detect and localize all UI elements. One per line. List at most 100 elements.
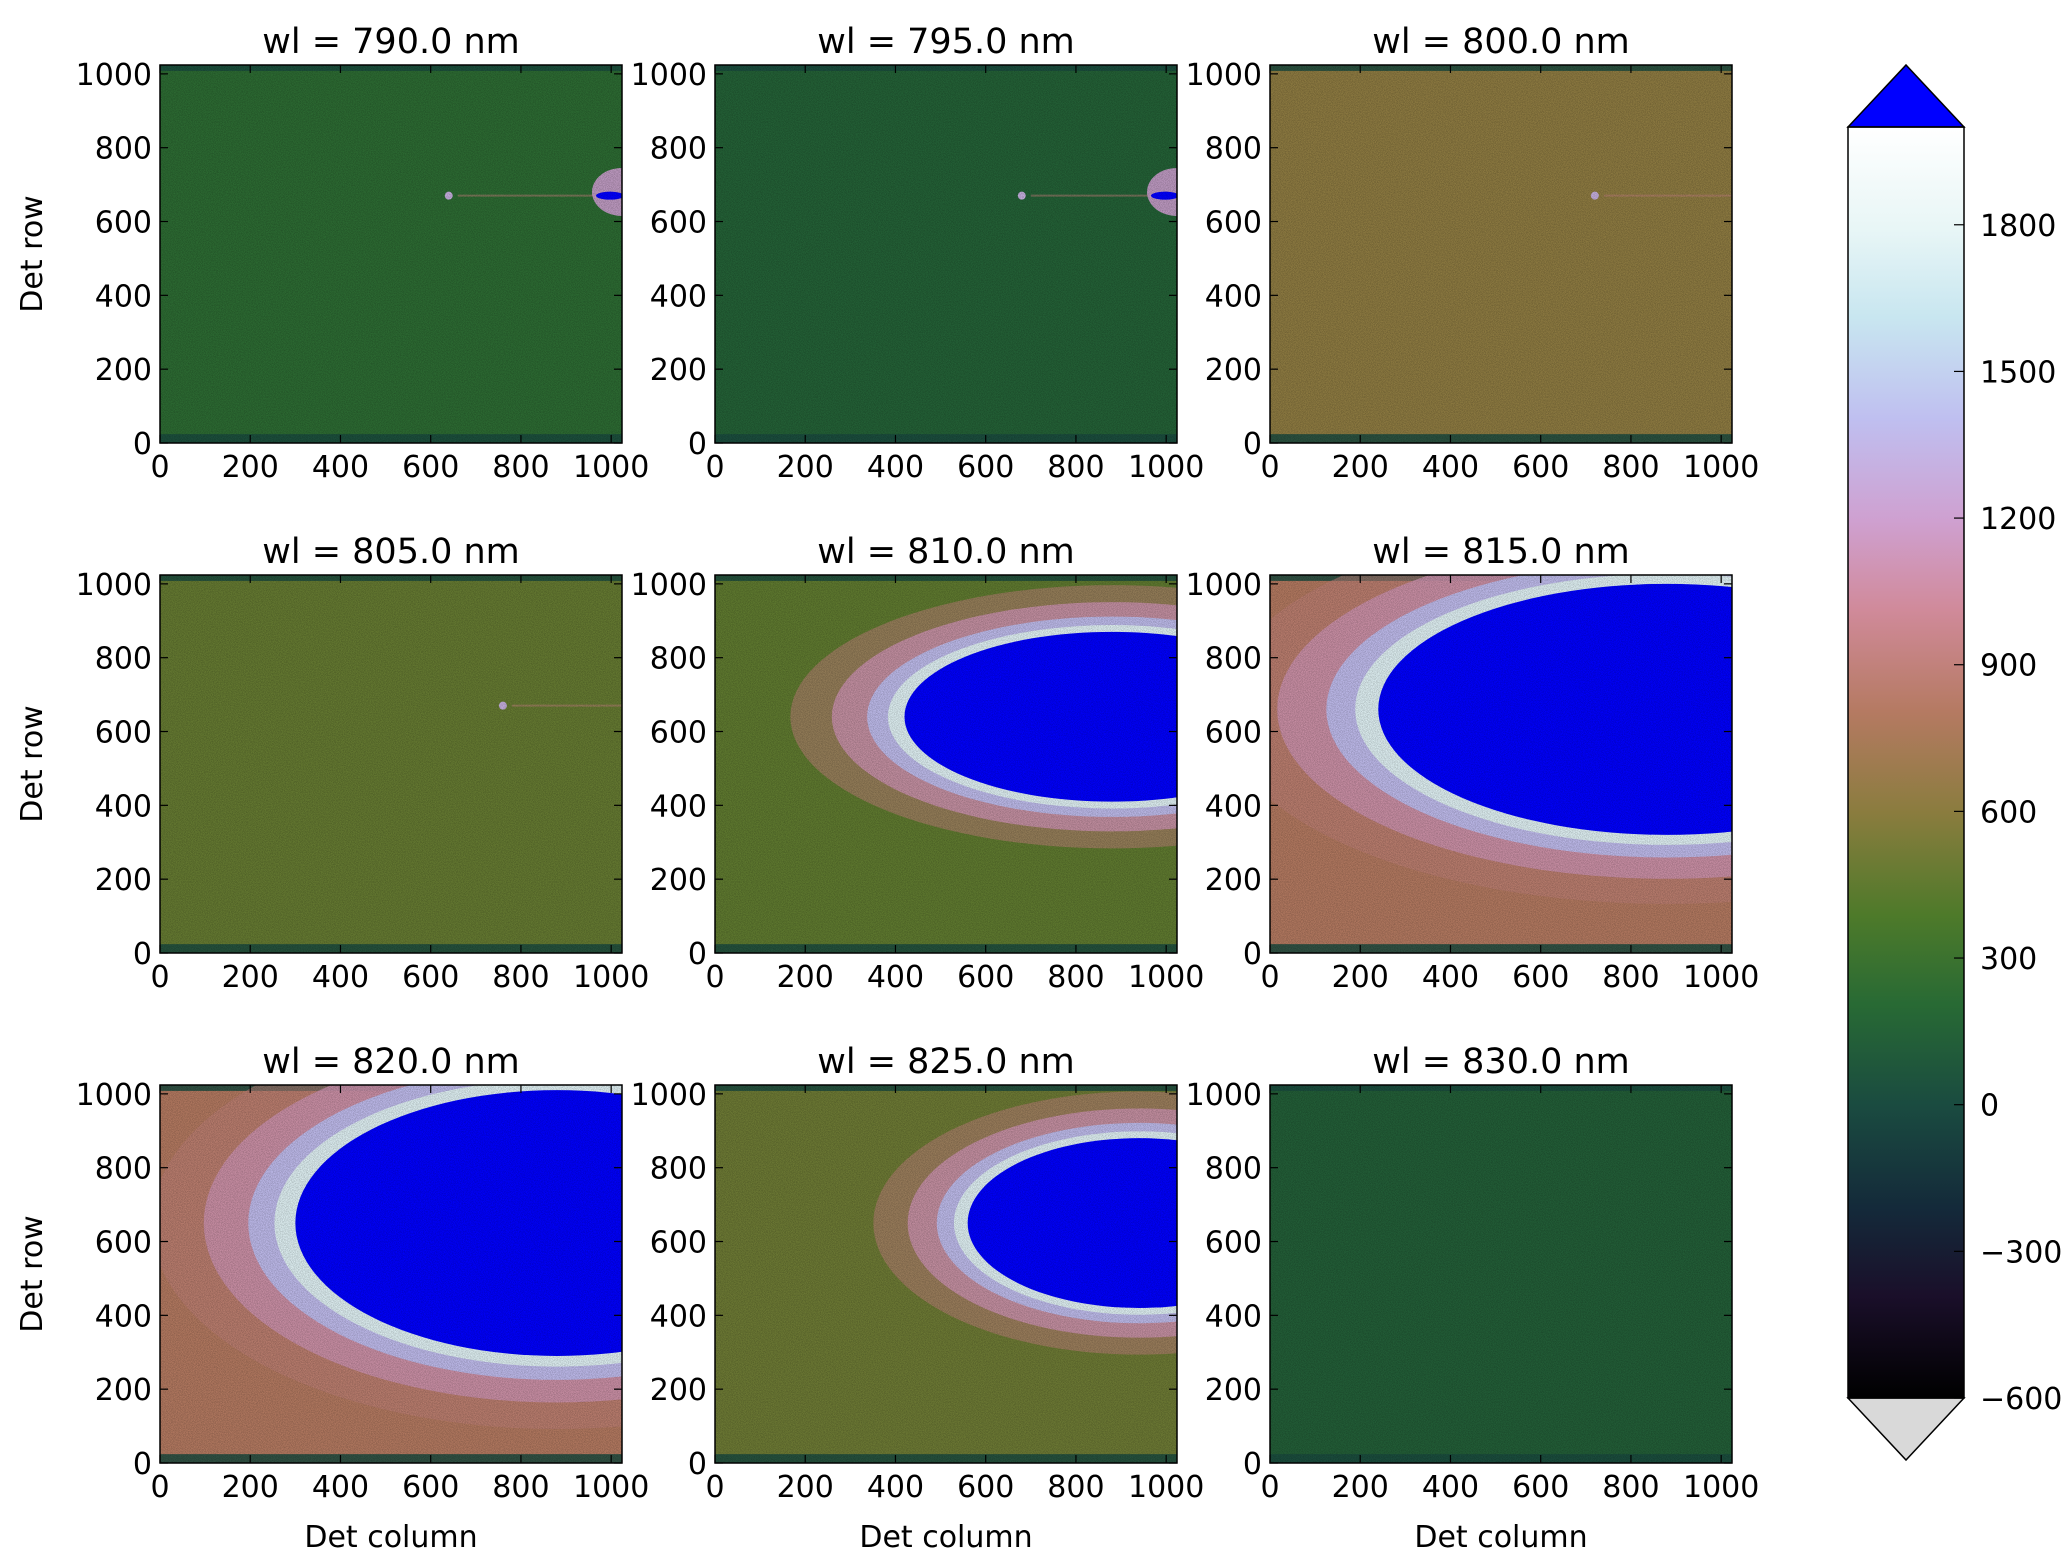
x-tick-label: 600	[957, 960, 1014, 995]
x-tick-label: 0	[1260, 960, 1279, 995]
x-tick-label: 1000	[1683, 1470, 1759, 1505]
y-tick-label: 600	[650, 716, 707, 751]
panel-5: wl = 810.0 nm 0 200 400 600 800 1000 0 200 400 600…	[631, 532, 1205, 995]
panel-6: wl = 815.0 nm 0 200 400 600 800 1000 0 200 400 600…	[1186, 532, 1760, 995]
panel-title: wl = 810.0 nm	[817, 532, 1075, 572]
x-tick-label: 200	[1332, 450, 1389, 485]
y-tick-label: 0	[1243, 427, 1262, 462]
panel-title: wl = 805.0 nm	[262, 532, 520, 572]
y-tick-label: 600	[95, 716, 152, 751]
x-tick-label: 0	[705, 450, 724, 485]
x-tick-label: 200	[1332, 960, 1389, 995]
x-tick-label: 1000	[573, 960, 649, 995]
x-tick-label: 800	[1602, 1470, 1659, 1505]
detector-image	[160, 575, 622, 953]
y-tick-label: 800	[1205, 642, 1262, 677]
x-tick-label: 200	[1332, 1470, 1389, 1505]
y-tick-label: 0	[688, 937, 707, 972]
panel-title: wl = 800.0 nm	[1372, 22, 1630, 62]
x-tick-label: 400	[312, 1470, 369, 1505]
y-tick-label: 400	[1205, 279, 1262, 314]
x-tick-label: 1000	[573, 1470, 649, 1505]
x-tick-label: 0	[1260, 1470, 1279, 1505]
colorbar-tick-label: 600	[1980, 795, 2037, 830]
colorbar-tick-label: 1500	[1980, 355, 2056, 390]
colorbar-tick-label: −600	[1980, 1382, 2062, 1417]
y-tick-label: 0	[688, 1447, 707, 1482]
noise-texture	[715, 65, 1177, 443]
x-tick-label: 1000	[1128, 450, 1204, 485]
y-tick-label: 600	[95, 206, 152, 241]
y-tick-label: 0	[133, 1447, 152, 1482]
noise-texture	[1270, 65, 1732, 443]
noise-texture	[1270, 575, 1732, 953]
x-tick-label: 200	[222, 1470, 279, 1505]
y-tick-label: 400	[650, 789, 707, 824]
y-tick-label: 600	[1205, 716, 1262, 751]
x-tick-label: 800	[492, 450, 549, 485]
noise-texture	[160, 575, 622, 953]
axes-frame	[1269, 574, 1733, 954]
x-tick-label: 1000	[1683, 960, 1759, 995]
x-tick-label: 800	[492, 960, 549, 995]
y-tick-label: 800	[650, 132, 707, 167]
colorbar-tick-label: 1800	[1980, 209, 2056, 244]
x-tick-label: 0	[150, 960, 169, 995]
axes-frame	[159, 64, 623, 444]
y-tick-label: 400	[1205, 1299, 1262, 1334]
y-tick-label: 800	[650, 642, 707, 677]
y-tick-label: 1000	[1186, 568, 1262, 603]
x-tick-label: 0	[705, 960, 724, 995]
panel-9: wl = 830.0 nm 0 200 400 600 800 1000 0 200 400 600…	[1186, 1042, 1760, 1554]
x-tick-label: 600	[402, 960, 459, 995]
panel-7: wl = 820.0 nm 0 200 400 600 800 1000 0 200 400 600…	[15, 1042, 649, 1554]
y-tick-label: 200	[95, 1373, 152, 1408]
detector-image	[160, 65, 622, 443]
panel-title: wl = 815.0 nm	[1372, 532, 1630, 572]
detector-image	[1270, 65, 1732, 443]
x-tick-label: 400	[1422, 960, 1479, 995]
y-tick-label: 0	[133, 937, 152, 972]
colorbar: 1800 1500 1200 900 600 300 0 −300 −600	[1846, 63, 2062, 1462]
x-tick-label: 800	[492, 1470, 549, 1505]
x-tick-label: 600	[957, 450, 1014, 485]
x-axis-label: Det column	[304, 1520, 477, 1554]
noise-texture	[1270, 1085, 1732, 1463]
y-tick-label: 800	[650, 1152, 707, 1187]
y-tick-label: 200	[1205, 863, 1262, 898]
colorbar-frame	[1847, 126, 1965, 1399]
noise-texture	[160, 65, 622, 443]
y-tick-label: 1000	[76, 58, 152, 93]
x-tick-label: 600	[1512, 960, 1569, 995]
y-tick-label: 0	[1243, 1447, 1262, 1482]
y-tick-label: 600	[1205, 206, 1262, 241]
x-tick-label: 1000	[573, 450, 649, 485]
axes-frame	[1269, 64, 1733, 444]
detector-image	[715, 65, 1177, 443]
y-tick-label: 400	[650, 1299, 707, 1334]
x-tick-label: 600	[1512, 1470, 1569, 1505]
x-tick-label: 200	[222, 450, 279, 485]
x-tick-label: 0	[705, 1470, 724, 1505]
x-tick-label: 200	[777, 450, 834, 485]
colorbar-tick-label: 0	[1980, 1089, 1999, 1124]
x-tick-label: 600	[402, 1470, 459, 1505]
y-axis-label: Det row	[15, 705, 50, 822]
y-tick-label: 600	[95, 1226, 152, 1261]
panel-title: wl = 795.0 nm	[817, 22, 1075, 62]
panel-4: wl = 805.0 nm 0 200 400 600 800 1000 0 200 400 600…	[15, 532, 649, 995]
detector-image	[715, 575, 1177, 953]
colorbar-gradient	[1848, 127, 1964, 1398]
x-tick-label: 0	[1260, 450, 1279, 485]
y-tick-label: 200	[650, 353, 707, 388]
x-tick-label: 800	[1047, 1470, 1104, 1505]
y-tick-label: 400	[650, 279, 707, 314]
x-tick-label: 0	[150, 450, 169, 485]
y-axis-label: Det row	[15, 195, 50, 312]
panel-title: wl = 825.0 nm	[817, 1042, 1075, 1082]
noise-texture	[715, 1085, 1177, 1463]
y-tick-label: 400	[1205, 789, 1262, 824]
y-tick-label: 1000	[631, 568, 707, 603]
detector-image	[160, 1085, 622, 1463]
y-tick-label: 200	[1205, 1373, 1262, 1408]
